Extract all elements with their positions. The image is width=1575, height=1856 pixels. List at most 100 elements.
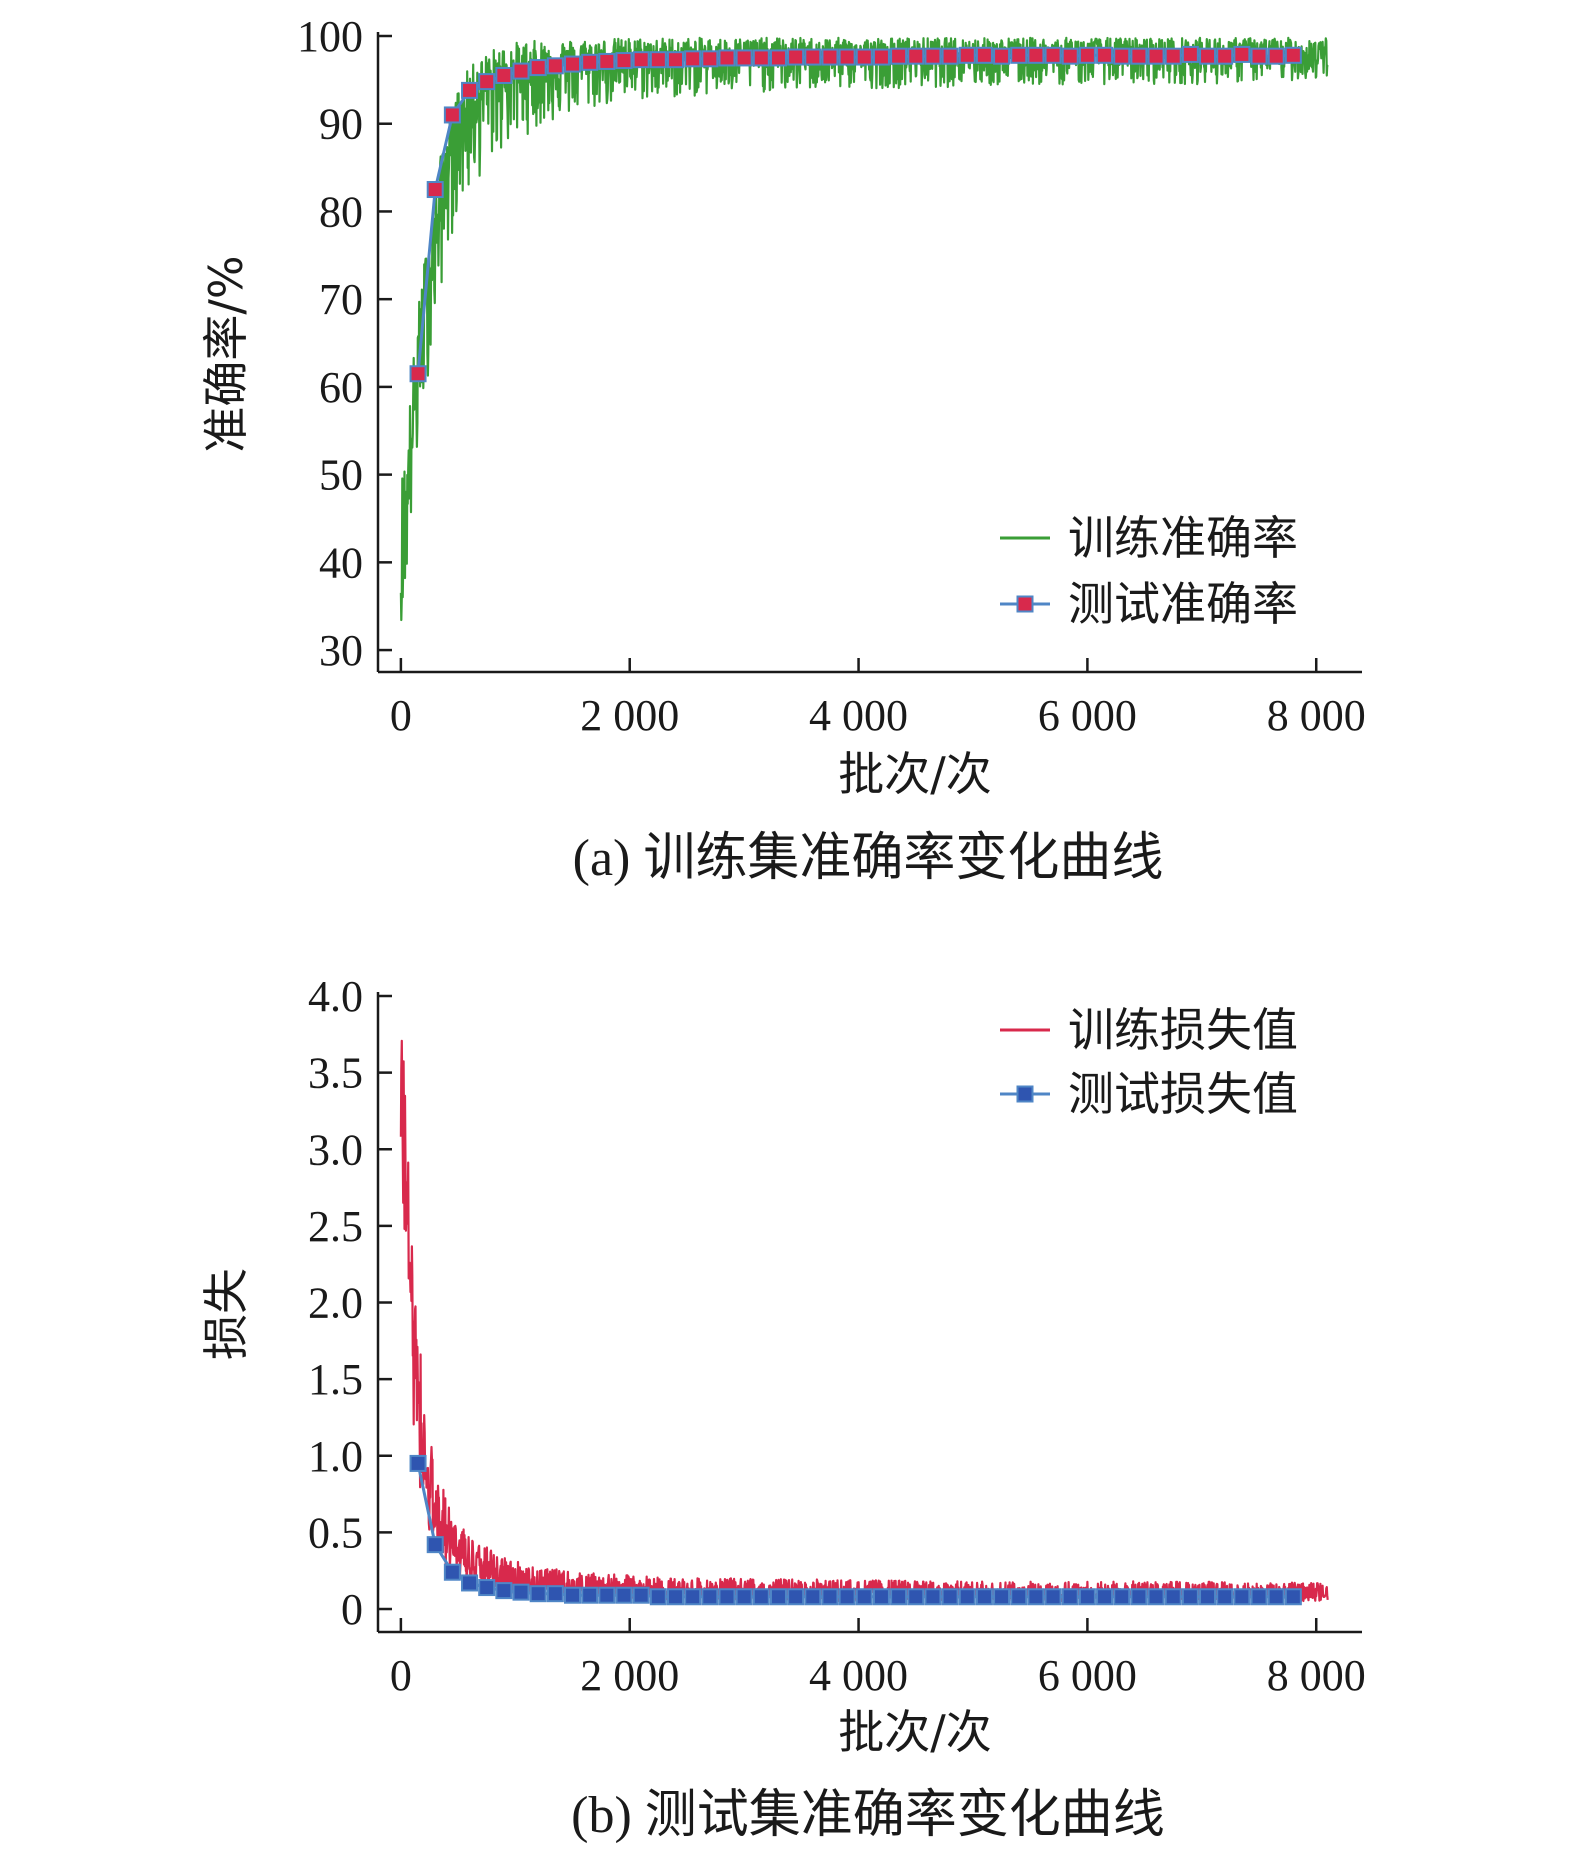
test-accuracy-point — [735, 49, 753, 67]
test-accuracy-point — [615, 52, 633, 70]
test-accuracy-point — [1096, 46, 1114, 64]
x-tick-label: 6 000 — [1038, 1651, 1137, 1700]
test-accuracy-point — [632, 51, 650, 69]
test-loss-point — [1027, 1588, 1045, 1606]
test-accuracy-point — [478, 73, 496, 91]
y-tick-label: 2.0 — [308, 1279, 363, 1328]
test-loss-point — [443, 1563, 461, 1581]
test-accuracy-point — [890, 47, 908, 65]
test-accuracy-point — [1267, 47, 1285, 65]
y-tick-label: 90 — [319, 100, 363, 149]
test-accuracy-point — [855, 48, 873, 66]
test-accuracy-point — [838, 48, 856, 66]
test-loss-point — [1044, 1588, 1062, 1606]
x-tick-label: 4 000 — [809, 1651, 908, 1700]
legend-swatch-test-marker — [1016, 595, 1034, 613]
test-accuracy-point — [649, 51, 667, 69]
y-tick-label: 30 — [319, 626, 363, 675]
test-accuracy-point — [1233, 45, 1251, 63]
test-accuracy-point — [804, 48, 822, 66]
test-loss-point — [804, 1588, 822, 1606]
test-loss-point — [890, 1588, 908, 1606]
x-tick-label: 2 000 — [580, 691, 679, 740]
test-accuracy-point — [1250, 47, 1268, 65]
test-loss-point — [701, 1588, 719, 1606]
test-loss-point — [941, 1588, 959, 1606]
test-loss-point — [426, 1536, 444, 1554]
test-loss-point — [752, 1588, 770, 1606]
test-accuracy-point — [1113, 47, 1131, 65]
test-accuracy-point — [1010, 46, 1028, 64]
y-tick-label: 40 — [319, 538, 363, 587]
test-accuracy-point — [666, 51, 684, 69]
test-loss-line — [416, 1463, 1294, 1599]
legend-label-test: 测试损失值 — [1068, 1067, 1298, 1121]
y-axis-label: 损失 — [199, 1268, 253, 1360]
y-axis-label: 准确率/% — [199, 255, 253, 452]
test-accuracy-point — [1044, 46, 1062, 64]
accuracy-chart: 30 40 50 60 70 80 90 100 0 2 000 4 000 6 000 8 000 批次… — [199, 12, 1366, 887]
legend-label-train: 训练损失值 — [1068, 1003, 1298, 1057]
y-tick-label: 80 — [319, 187, 363, 236]
test-loss-point — [546, 1585, 564, 1603]
test-accuracy-point — [512, 62, 530, 80]
test-loss-point — [478, 1579, 496, 1597]
test-loss-point — [1078, 1588, 1096, 1606]
y-tick-label: 100 — [297, 12, 363, 61]
test-loss-point — [718, 1588, 736, 1606]
legend-label-test: 测试准确率 — [1068, 577, 1298, 631]
test-loss-point — [564, 1586, 582, 1604]
test-loss-point — [958, 1588, 976, 1606]
test-loss-point — [821, 1588, 839, 1606]
test-loss-point — [615, 1586, 633, 1604]
test-accuracy-point — [461, 81, 479, 99]
test-loss-point — [461, 1574, 479, 1592]
test-loss-point — [1164, 1588, 1182, 1606]
test-accuracy-point — [1061, 47, 1079, 65]
x-axis-label: 批次/次 — [838, 747, 992, 801]
test-accuracy-point — [752, 49, 770, 67]
test-accuracy-point — [701, 50, 719, 68]
y-tick-label: 3.0 — [308, 1125, 363, 1174]
y-tick-label: 50 — [319, 451, 363, 500]
test-loss-point — [787, 1588, 805, 1606]
y-tick-label: 1.5 — [308, 1355, 363, 1404]
test-loss-point — [735, 1588, 753, 1606]
test-accuracy-point — [787, 48, 805, 66]
y-tick-label: 70 — [319, 275, 363, 324]
y-tick-label: 2.5 — [308, 1202, 363, 1251]
test-accuracy-point — [426, 181, 444, 199]
test-loss-point — [1010, 1588, 1028, 1606]
test-accuracy-point — [1216, 47, 1234, 65]
test-accuracy-point — [821, 48, 839, 66]
test-loss-point — [1181, 1588, 1199, 1606]
x-axis-label: 批次/次 — [838, 1705, 992, 1759]
x-tick-label: 8 000 — [1267, 1651, 1366, 1700]
test-accuracy-point — [1181, 45, 1199, 63]
test-accuracy-point — [409, 365, 427, 383]
test-loss-point — [838, 1588, 856, 1606]
test-loss-point — [1199, 1588, 1217, 1606]
test-loss-point — [1096, 1588, 1114, 1606]
figure-caption: (b) 测试集准确率变化曲线 — [571, 1787, 1165, 1844]
test-accuracy-point — [564, 55, 582, 73]
train-accuracy-line — [399, 36, 1329, 622]
test-accuracy-point — [993, 47, 1011, 65]
test-accuracy-point — [529, 59, 547, 77]
y-tick-label: 3.5 — [308, 1049, 363, 1098]
test-loss-point — [872, 1588, 890, 1606]
test-loss-point — [855, 1588, 873, 1606]
test-loss-point — [907, 1588, 925, 1606]
test-accuracy-point — [769, 49, 787, 67]
x-tick-label: 4 000 — [809, 691, 908, 740]
test-loss-point — [598, 1586, 616, 1604]
loss-chart: 0 0.5 1.0 1.5 2.0 2.5 3.0 3.5 4.0 0 2 000 4 000 6 00… — [199, 972, 1366, 1844]
test-accuracy-point — [975, 46, 993, 64]
y-tick-label: 60 — [319, 363, 363, 412]
test-loss-point — [666, 1588, 684, 1606]
test-loss-point — [1250, 1588, 1268, 1606]
test-loss-point — [975, 1588, 993, 1606]
test-accuracy-point — [684, 50, 702, 68]
test-loss-point — [684, 1588, 702, 1606]
test-loss-point — [993, 1588, 1011, 1606]
